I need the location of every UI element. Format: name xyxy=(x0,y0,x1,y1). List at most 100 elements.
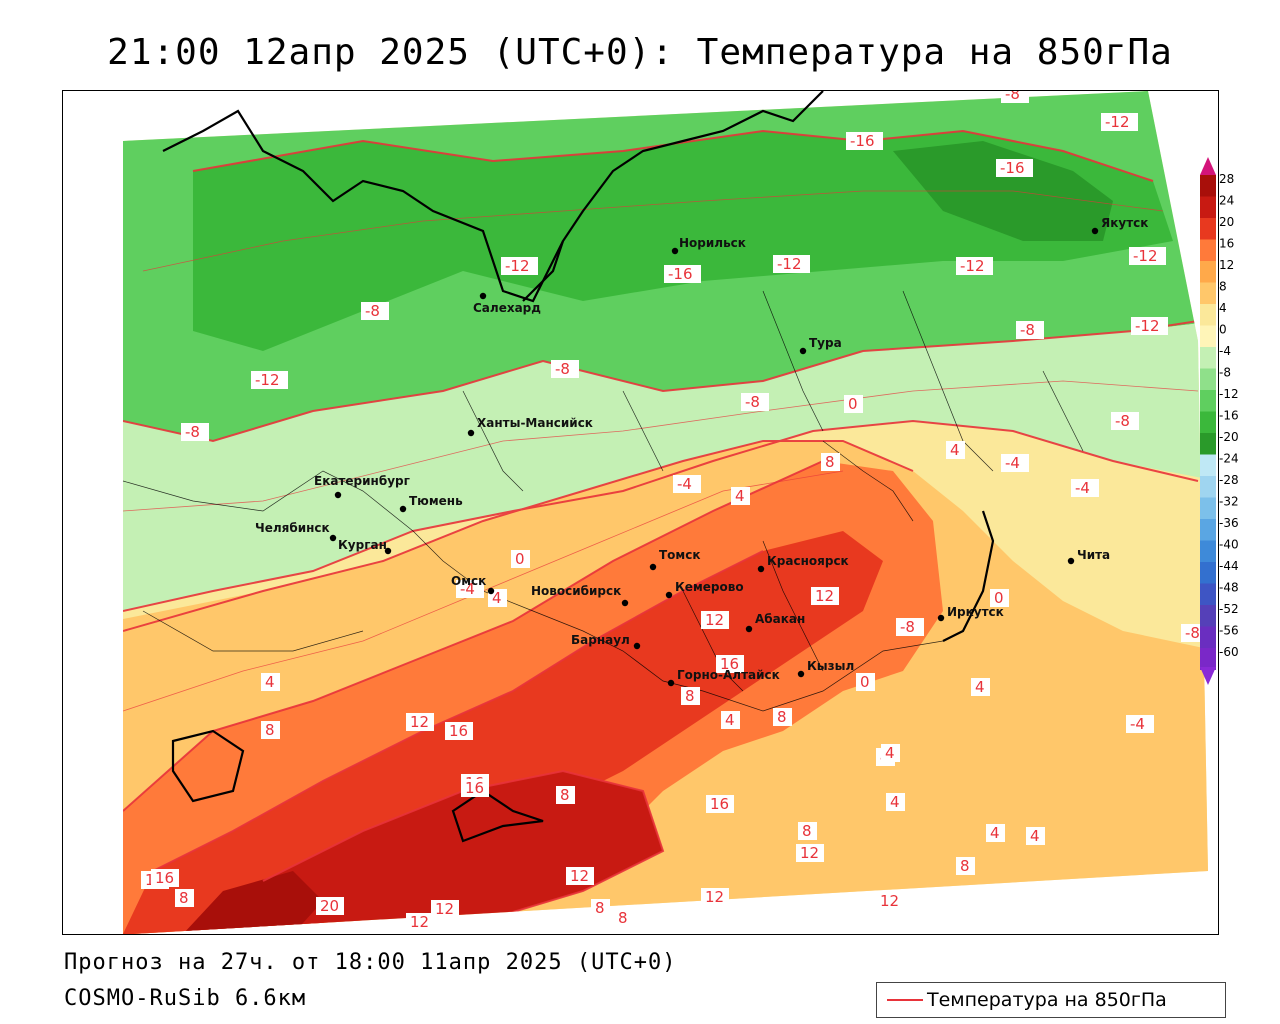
colorbar-cell xyxy=(1200,175,1216,197)
city-dot xyxy=(334,491,342,499)
isotherm-label: 4 xyxy=(946,441,965,459)
isotherm-label: -12 xyxy=(1129,247,1166,265)
city-label: Якутск xyxy=(1101,216,1148,230)
svg-text:0: 0 xyxy=(848,395,858,413)
city-marker: Абакан xyxy=(745,612,805,633)
city-marker: Кемерово xyxy=(665,580,744,599)
svg-text:4: 4 xyxy=(885,744,895,762)
colorbar-cell xyxy=(1200,626,1216,649)
isotherm-label: 4 xyxy=(881,744,900,762)
city-marker: Иркутск xyxy=(937,605,1004,622)
colorbar-cell xyxy=(1200,368,1216,391)
colorbar-tick: -28 xyxy=(1219,473,1239,487)
city-label: Барнаул xyxy=(571,633,630,647)
city-marker: Красноярск xyxy=(757,554,849,573)
svg-text:-16: -16 xyxy=(668,265,693,283)
isotherm-label: 16 xyxy=(461,779,489,797)
svg-text:0: 0 xyxy=(994,589,1004,607)
isotherm-label: 8 xyxy=(821,453,840,471)
svg-text:8: 8 xyxy=(960,857,970,875)
colorbar-tick: 28 xyxy=(1219,172,1234,186)
admin-borders xyxy=(122,290,1084,712)
city-marker: Челябинск xyxy=(255,521,337,542)
city-marker: Тюмень xyxy=(399,494,463,513)
city-label: Курган xyxy=(338,538,387,552)
isotherm-label: 4 xyxy=(971,678,990,696)
svg-text:-8: -8 xyxy=(1005,91,1020,103)
isotherm-label: -12 xyxy=(1131,317,1168,335)
isotherm-label: 8 xyxy=(175,889,194,907)
svg-text:12: 12 xyxy=(570,867,589,885)
svg-text:-4: -4 xyxy=(1075,479,1090,497)
svg-text:-8: -8 xyxy=(365,302,380,320)
city-label: Тура xyxy=(809,336,842,350)
isotherm-label: -8 xyxy=(1016,321,1044,339)
isotherm-label: 16 xyxy=(706,795,734,813)
city-marker: Якутск xyxy=(1091,216,1148,235)
colorbar-cell xyxy=(1200,304,1216,326)
svg-text:16: 16 xyxy=(155,869,174,887)
isotherm-label: -8 xyxy=(361,302,389,320)
svg-text:12: 12 xyxy=(815,587,834,605)
temperature-colorbar: 28 24 20 16 12 8 4 0 -4 -8 -12 -16 -20 -24 -28 -32 -36 -4… xyxy=(1197,157,1277,697)
colorbar-cell xyxy=(1200,218,1216,240)
colorbar-tick: 4 xyxy=(1219,301,1227,315)
city-marker: Барнаул xyxy=(571,633,641,650)
colorbar-tick: -44 xyxy=(1219,559,1239,573)
city-dot xyxy=(1091,227,1099,235)
svg-text:-4: -4 xyxy=(1130,715,1145,733)
city-label: Чита xyxy=(1077,548,1110,562)
colorbar-tick: -12 xyxy=(1219,387,1239,401)
city-marker: Ханты-Мансийск xyxy=(467,416,593,437)
isotherm-label: 8 xyxy=(591,899,610,917)
svg-text:8: 8 xyxy=(618,909,628,927)
svg-text:-8: -8 xyxy=(1185,624,1200,642)
svg-text:4: 4 xyxy=(1030,827,1040,845)
city-label: Ханты-Мансийск xyxy=(477,416,593,430)
isotherm-label: 4 xyxy=(721,711,740,729)
isotherm-label: -12 xyxy=(956,257,993,275)
svg-text:16: 16 xyxy=(449,722,468,740)
city-label: Тюмень xyxy=(409,494,463,508)
isotherm-label: 16 xyxy=(445,722,473,740)
svg-text:12: 12 xyxy=(705,888,724,906)
isotherm-label: 8 xyxy=(798,822,817,840)
city-marker: Новосибирск xyxy=(531,584,629,607)
colorbar-cell xyxy=(1200,605,1216,627)
city-dot xyxy=(649,563,657,571)
svg-text:12: 12 xyxy=(800,844,819,862)
colorbar-cell xyxy=(1200,454,1216,477)
colorbar-tick: 16 xyxy=(1219,237,1234,251)
svg-text:-12: -12 xyxy=(1135,317,1160,335)
colorbar-min-arrow xyxy=(1200,667,1216,685)
city-dot xyxy=(487,587,495,595)
city-dot xyxy=(665,591,673,599)
city-label: Иркутск xyxy=(947,605,1004,619)
isotherm-label: -4 xyxy=(673,475,701,493)
city-marker: Салехард xyxy=(473,292,541,315)
colorbar-tick: -32 xyxy=(1219,495,1239,509)
svg-text:8: 8 xyxy=(560,786,570,804)
isotherm-label: 0 xyxy=(856,673,875,691)
svg-text:-12: -12 xyxy=(777,255,802,273)
svg-text:0: 0 xyxy=(860,673,870,691)
colorbar-cell xyxy=(1200,390,1216,412)
city-marker: Томск xyxy=(649,548,701,571)
svg-text:12: 12 xyxy=(410,913,429,931)
city-label: Салехард xyxy=(473,301,541,315)
city-dot xyxy=(467,429,475,437)
svg-text:4: 4 xyxy=(990,824,1000,842)
svg-text:-16: -16 xyxy=(850,132,875,150)
city-marker: Тура xyxy=(799,336,842,355)
city-dot xyxy=(479,292,487,300)
city-dot xyxy=(797,670,805,678)
city-dot xyxy=(745,625,753,633)
city-label: Красноярск xyxy=(767,554,849,568)
isotherm-label: -4 xyxy=(1126,715,1154,733)
svg-text:-8: -8 xyxy=(1115,412,1130,430)
colorbar-tick: 0 xyxy=(1219,323,1227,337)
svg-text:12: 12 xyxy=(705,611,724,629)
city-marker: Кызыл xyxy=(797,659,854,678)
city-dot xyxy=(667,679,675,687)
svg-text:12: 12 xyxy=(435,900,454,918)
